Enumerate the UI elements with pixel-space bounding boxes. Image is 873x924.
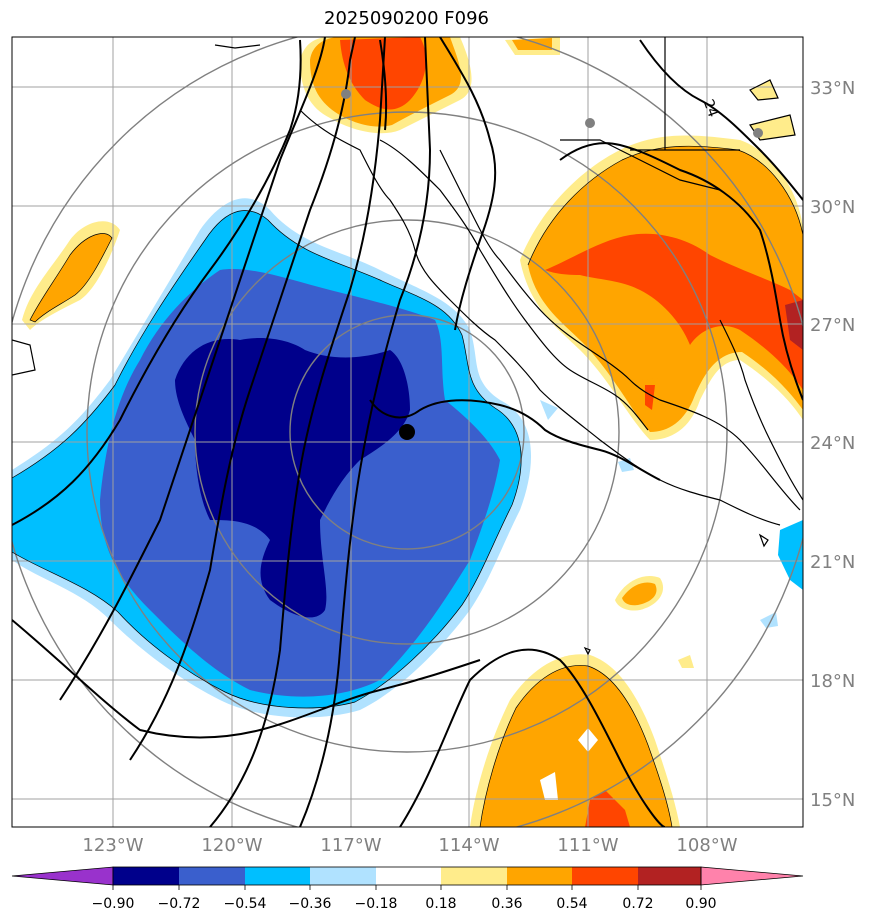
map-title: 2025090200 F096 bbox=[324, 8, 489, 29]
colorbar-label: 0.18 bbox=[425, 896, 456, 912]
lat-label-33: 33°N bbox=[810, 78, 855, 99]
lat-label-27: 27°N bbox=[810, 315, 855, 336]
colorbar-extend-right bbox=[700, 866, 804, 886]
lon-label-117: 117°W bbox=[320, 835, 381, 856]
lat-label-15: 15°N bbox=[810, 790, 855, 811]
colorbar-border bbox=[112, 866, 702, 886]
colorbar-label: −0.90 bbox=[92, 896, 135, 912]
lat-label-21: 21°N bbox=[810, 552, 855, 573]
colorbar-label: 0.72 bbox=[622, 896, 653, 912]
lon-label-111: 111°W bbox=[557, 835, 618, 856]
storm-center-marker bbox=[399, 424, 415, 440]
colorbar-label: 0.54 bbox=[556, 896, 587, 912]
colorbar-label: −0.36 bbox=[289, 896, 332, 912]
colorbar-segment bbox=[179, 867, 245, 885]
colorbar-segment bbox=[245, 867, 310, 885]
contour-label: 24 bbox=[700, 97, 721, 119]
height-contours bbox=[12, 37, 803, 827]
lon-label-123: 123°W bbox=[82, 835, 143, 856]
colorbar-label: −0.72 bbox=[158, 896, 201, 912]
colorbar-label: −0.54 bbox=[224, 896, 267, 912]
colorbar-label: 0.90 bbox=[685, 896, 716, 912]
colorbar-segment bbox=[376, 867, 441, 885]
negative-anomaly-fill bbox=[12, 198, 803, 718]
lat-label-24: 24°N bbox=[810, 433, 855, 454]
colorbar-segment bbox=[441, 867, 507, 885]
lat-label-18: 18°N bbox=[810, 671, 855, 692]
range-rings bbox=[12, 37, 803, 827]
lat-label-30: 30°N bbox=[810, 197, 855, 218]
latitude-labels: 33°N 30°N 27°N 24°N 21°N 18°N 15°N bbox=[810, 78, 855, 811]
lon-label-108: 108°W bbox=[676, 835, 737, 856]
colorbar-segment bbox=[113, 867, 179, 885]
colorbar: −0.90 −0.72 −0.54 −0.36 −0.18 0.18 0.36 … bbox=[11, 866, 804, 912]
colorbar-extend-left bbox=[11, 866, 114, 886]
longitude-labels: 123°W 120°W 117°W 114°W 111°W 108°W bbox=[82, 835, 737, 856]
map-plot-area: 24 bbox=[12, 37, 803, 827]
station-dots bbox=[341, 89, 763, 138]
map-border bbox=[11, 36, 804, 828]
thin-anomaly-contours bbox=[12, 145, 803, 827]
colorbar-segment bbox=[507, 867, 572, 885]
colorbar-segment bbox=[572, 867, 638, 885]
colorbar-ticks bbox=[112, 885, 702, 890]
colorbar-segment bbox=[638, 867, 701, 885]
lon-label-120: 120°W bbox=[201, 835, 262, 856]
colorbar-segment bbox=[310, 867, 376, 885]
lon-label-114: 114°W bbox=[438, 835, 499, 856]
colorbar-label: 0.36 bbox=[491, 896, 522, 912]
colorbar-label: −0.18 bbox=[355, 896, 398, 912]
